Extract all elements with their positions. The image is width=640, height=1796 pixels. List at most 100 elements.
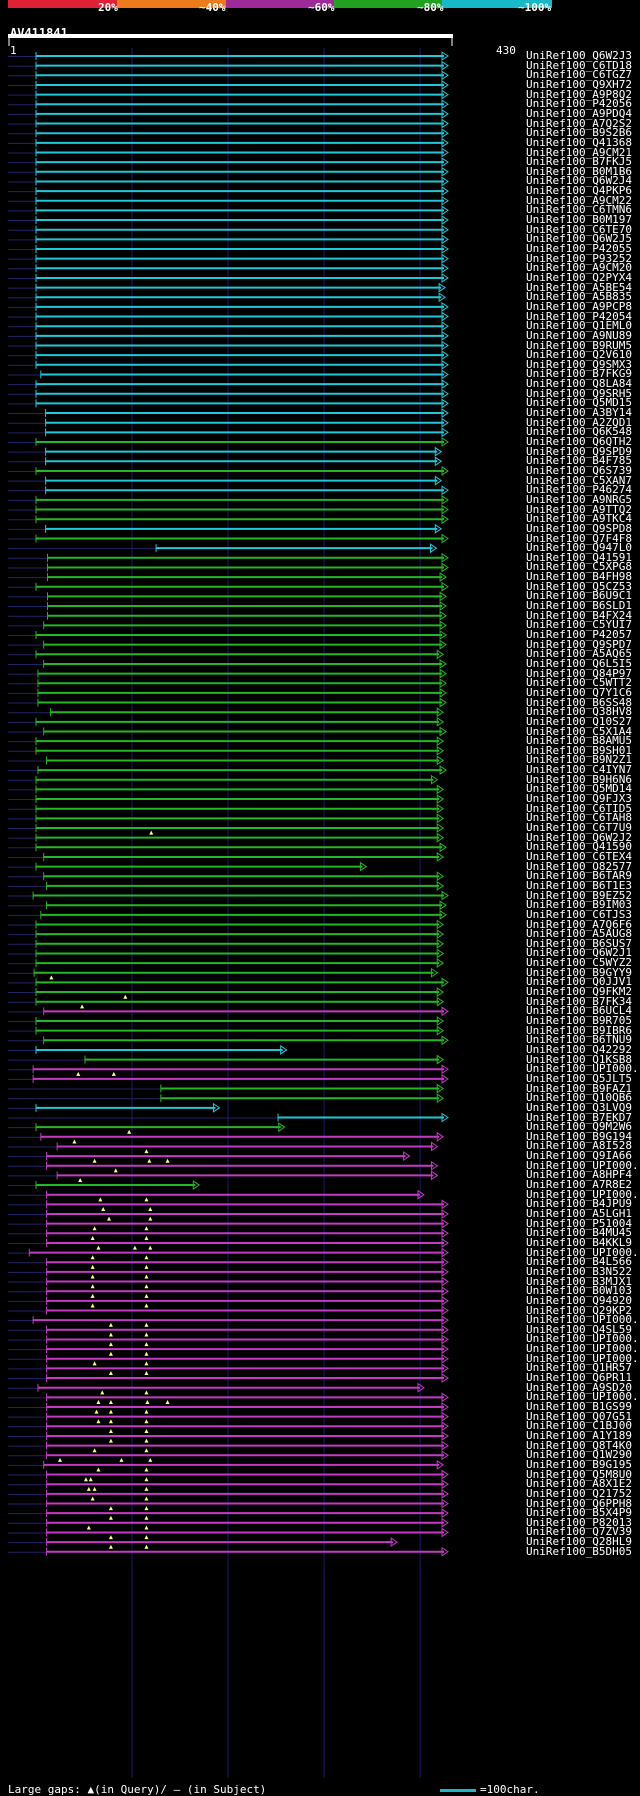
hit-label[interactable]: UniRef100_Q6L5I5 (526, 656, 632, 670)
hit-label[interactable]: UniRef100_B4F785 (526, 454, 632, 468)
hit-label[interactable]: UniRef100_Q84P97 (526, 666, 632, 680)
hit-label[interactable]: UniRef100_Q6W2J1 (526, 946, 632, 960)
hit-label[interactable]: UniRef100_Q10S27 (526, 714, 632, 728)
hit-label[interactable]: UniRef100_B6SS48 (526, 695, 632, 709)
hit-label[interactable]: UniRef100_P42056 (526, 97, 632, 111)
hit-label[interactable]: UniRef100_C6TMN6 (526, 203, 632, 217)
hit-label[interactable]: UniRef100_Q5CZ53 (526, 579, 632, 593)
hit-label[interactable]: UniRef100_B9R705 (526, 1014, 632, 1027)
hit-label[interactable]: UniRef100_UPI000... (526, 1351, 640, 1365)
hit-label[interactable]: UniRef100_Q9FJX3 (526, 792, 632, 806)
hit-label[interactable]: UniRef100_Q07G51 (526, 1409, 632, 1423)
hit-label[interactable]: UniRef100_Q9FKM2 (526, 985, 632, 999)
hit-label[interactable]: UniRef100_B9IBR6 (526, 1023, 632, 1037)
hit-label[interactable]: UniRef100_Q6K548 (526, 425, 632, 439)
hit-label[interactable]: UniRef100_Q94920 (526, 1293, 632, 1307)
hit-label[interactable]: UniRef100_C5YUI7 (526, 618, 632, 632)
hit-label[interactable]: UniRef100_A5LGH1 (526, 1207, 632, 1220)
hit-label[interactable]: UniRef100_B9G194 (526, 1129, 632, 1143)
hit-label[interactable]: UniRef100_B9SH01 (526, 743, 632, 757)
hit-label[interactable]: UniRef100_B6U9C1 (526, 589, 632, 603)
hit-label[interactable]: UniRef100_C5XPG8 (526, 560, 632, 574)
hit-label[interactable]: UniRef100_B6T1E3 (526, 878, 632, 892)
hit-label[interactable]: UniRef100_P42057 (526, 628, 632, 641)
hit-label[interactable]: UniRef100_UPI000... (526, 1390, 640, 1404)
hit-label[interactable]: UniRef100_A9TTQ2 (526, 502, 632, 516)
hit-label[interactable]: UniRef100_P42055 (526, 242, 632, 255)
hit-label[interactable]: UniRef100_C5XAN7 (526, 473, 632, 487)
hit-label[interactable]: UniRef100_B9FAZ1 (526, 1081, 632, 1095)
hit-label[interactable]: UniRef100_Q4PKP6 (526, 184, 632, 198)
hit-label[interactable]: UniRef100_Q0JJV1 (526, 975, 632, 989)
hit-label[interactable]: UniRef100_A5AUG8 (526, 927, 632, 941)
hit-label[interactable]: UniRef100_B9EZ52 (526, 888, 632, 902)
hit-label[interactable]: UniRef100_A9P8Q2 (526, 87, 632, 101)
hit-label[interactable]: UniRef100_A7Q2S2 (526, 116, 632, 130)
hit-label[interactable]: UniRef100_B3N522 (526, 1264, 632, 1278)
hit-label[interactable]: UniRef100_C6TJS3 (526, 907, 632, 921)
hit-label[interactable]: UniRef100_O82577 (526, 859, 632, 873)
hit-label[interactable]: UniRef100_B8AMU5 (526, 734, 632, 748)
hit-label[interactable]: UniRef100_Q1W290 (526, 1448, 632, 1462)
hit-label[interactable]: UniRef100_A1Y189 (526, 1428, 632, 1442)
hit-label[interactable]: UniRef100_B9S2B6 (526, 126, 632, 140)
hit-label[interactable]: UniRef100_Q9SPD8 (526, 521, 632, 535)
hit-label[interactable]: UniRef100_Q9SRH5 (526, 386, 632, 400)
hit-label[interactable]: UniRef100_A9CM21 (526, 145, 632, 159)
hit-label[interactable]: UniRef100_B3MJX1 (526, 1274, 632, 1288)
hit-label[interactable]: UniRef100_C6TEX4 (526, 849, 632, 863)
hit-label[interactable]: UniRef100_P42054 (526, 309, 632, 323)
hit-label[interactable]: UniRef100_B7FK34 (526, 994, 632, 1008)
hit-label[interactable]: UniRef100_A9NRG5 (526, 492, 632, 506)
hit-label[interactable]: UniRef100_Q2PYX4 (526, 270, 632, 284)
hit-label[interactable]: UniRef100_A3BY14 (526, 406, 632, 420)
hit-label[interactable]: UniRef100_A8HPF4 (526, 1168, 632, 1182)
hit-label[interactable]: UniRef100_B4MU45 (526, 1226, 632, 1240)
hit-label[interactable]: UniRef100_C6TE70 (526, 222, 632, 236)
hit-label[interactable]: UniRef100_A9TKC4 (526, 512, 632, 526)
hit-label[interactable]: UniRef100_B9GYY9 (526, 965, 632, 979)
hit-label[interactable]: UniRef100_A9SD20 (526, 1380, 632, 1394)
hit-label[interactable]: UniRef100_B9H6N6 (526, 772, 632, 786)
hit-label[interactable]: UniRef100_Q6PR11 (526, 1371, 632, 1385)
hit-label[interactable]: UniRef100_C5X1A4 (526, 724, 632, 738)
hit-label[interactable]: UniRef100_Q9SPD7 (526, 637, 632, 651)
hit-label[interactable]: UniRef100_Q1EML0 (526, 319, 632, 333)
hit-label[interactable]: UniRef100_B4FX24 (526, 608, 632, 622)
hit-label[interactable]: UniRef100_Q6W2J2 (526, 830, 632, 844)
hit-label[interactable]: UniRef100_Q5JLT5 (526, 1071, 632, 1085)
hit-label[interactable]: UniRef100_Q41591 (526, 550, 632, 564)
hit-label[interactable]: UniRef100_Q7ZV39 (526, 1525, 632, 1539)
hit-label[interactable]: UniRef100_Q9M2W6 (526, 1120, 632, 1134)
hit-label[interactable]: UniRef100_P46274 (526, 483, 632, 497)
hit-label[interactable]: UniRef100_B7FKJ5 (526, 155, 632, 169)
hit-label[interactable]: UniRef100_B6TNU9 (526, 1033, 632, 1047)
hit-label[interactable]: UniRef100_B4JPU9 (526, 1197, 632, 1211)
hit-label[interactable]: UniRef100_Q41590 (526, 840, 632, 854)
hit-label[interactable]: UniRef100_UPI000... (526, 1062, 640, 1076)
hit-label[interactable]: UniRef100_Q6W2J4 (526, 174, 632, 188)
hit-label[interactable]: UniRef100_Q5MD15 (526, 396, 632, 410)
hit-label[interactable]: UniRef100_A2ZQD1 (526, 415, 632, 429)
hit-label[interactable]: UniRef100_Q9XH72 (526, 77, 632, 91)
hit-label[interactable]: UniRef100_B9IM03 (526, 898, 632, 912)
hit-label[interactable]: UniRef100_A9PDQ4 (526, 106, 632, 120)
hit-label[interactable]: UniRef100_Q9IA66 (526, 1149, 632, 1163)
hit-label[interactable]: UniRef100_C5WTT2 (526, 676, 632, 690)
hit-label[interactable]: UniRef100_C6TD18 (526, 58, 632, 72)
hit-label[interactable]: UniRef100_C4IYN7 (526, 763, 632, 777)
hit-label[interactable]: UniRef100_Q41368 (526, 135, 632, 149)
hit-label[interactable]: UniRef100_A9NU89 (526, 328, 632, 342)
hit-label[interactable]: UniRef100_Q9SPD9 (526, 444, 632, 458)
hit-label[interactable]: UniRef100_B5X4P9 (526, 1506, 632, 1520)
hit-label[interactable]: UniRef100_A7R8E2 (526, 1178, 632, 1192)
hit-label[interactable]: UniRef100_A5AQ65 (526, 647, 632, 661)
hit-label[interactable]: UniRef100_Q29KP2 (526, 1303, 632, 1317)
hit-label[interactable]: UniRef100_Q947L0 (526, 541, 632, 555)
hit-label[interactable]: UniRef100_UPI000... (526, 1342, 640, 1356)
hit-label[interactable]: UniRef100_B6UCL4 (526, 1004, 632, 1018)
hit-label[interactable]: UniRef100_A8X1E2 (526, 1477, 632, 1491)
hit-label[interactable]: UniRef100_Q6QTH2 (526, 435, 632, 448)
hit-label[interactable]: UniRef100_Q10QB6 (526, 1091, 632, 1105)
hit-label[interactable]: UniRef100_C1BJ00 (526, 1419, 632, 1433)
